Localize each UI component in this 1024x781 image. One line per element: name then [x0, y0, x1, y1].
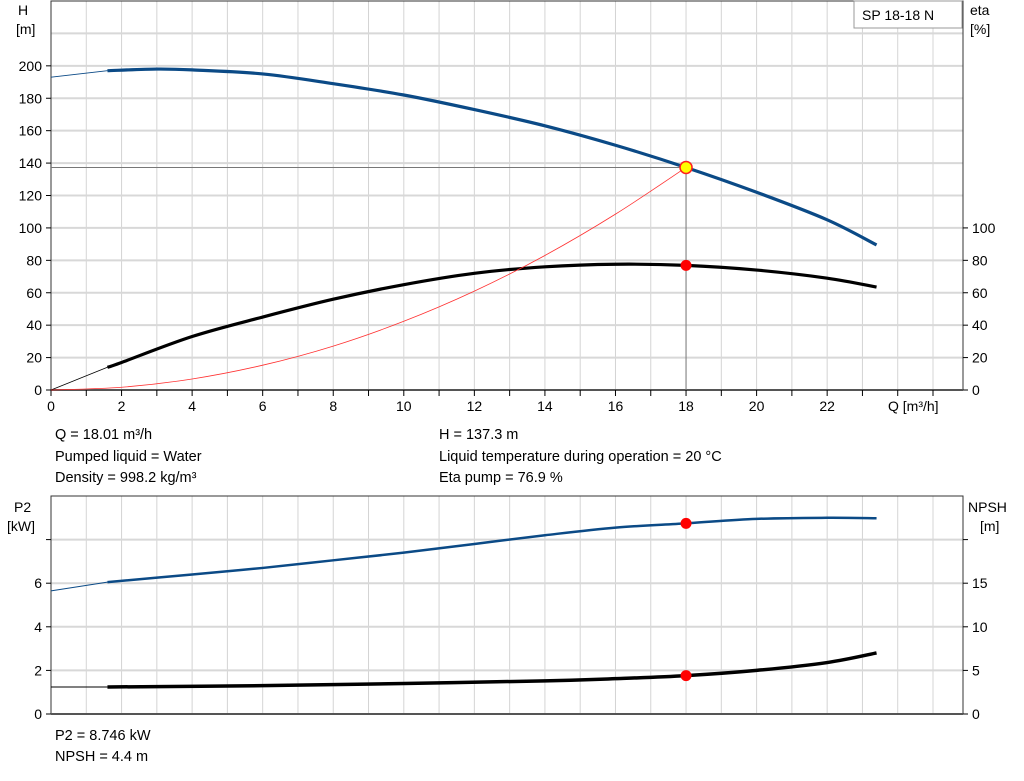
y-right-tick-label: 80 — [972, 252, 988, 268]
y-right-tick-label: 0 — [972, 706, 980, 722]
x-tick-label: 12 — [467, 398, 483, 414]
info-p2: P2 = 8.746 kW — [55, 728, 151, 744]
x-tick-label: 4 — [188, 398, 196, 414]
y-left-label-bottom-2: [kW] — [7, 518, 35, 534]
y-right-tick-label: 10 — [972, 619, 988, 635]
x-tick-label: 0 — [47, 398, 55, 414]
y-right-label-top-1: eta — [970, 2, 990, 18]
y-left-tick-label: 0 — [34, 706, 42, 722]
top-chart: 0 20 40 60 80 100 120 140 160 180 200 0 20 40 60 80 100 0… — [19, 0, 996, 414]
x-tick-label: 14 — [537, 398, 553, 414]
y-right-label-top-2: [%] — [970, 21, 990, 37]
y-right-tick-label: 0 — [972, 382, 980, 398]
x-tick-label: 16 — [608, 398, 624, 414]
x-axis-label: Q [m³/h] — [888, 398, 939, 414]
y-right-tick-label: 15 — [972, 575, 988, 591]
y-right-tick-label: 40 — [972, 317, 988, 333]
operating-point-eta — [680, 259, 692, 271]
y-left-tick-label: 100 — [19, 220, 43, 236]
info-npsh: NPSH = 4.4 m — [55, 749, 148, 765]
curve-P2 — [107, 516, 877, 584]
info-density: Density = 998.2 kg/m³ — [55, 470, 197, 486]
x-tick-label: 6 — [259, 398, 267, 414]
y-left-tick-label: 160 — [19, 123, 43, 139]
y-right-label-bottom-1: NPSH — [968, 499, 1007, 515]
operating-point-p2 — [680, 517, 692, 529]
y-left-tick-label: 180 — [19, 90, 43, 106]
y-left-label-top-1: H — [18, 2, 28, 18]
y-left-tick-label: 80 — [26, 252, 42, 268]
y-left-tick-label: 2 — [34, 662, 42, 678]
bottom-chart: 0 2 4 6 0 5 10 15 — [34, 495, 988, 722]
operating-point-npsh — [680, 670, 692, 682]
curve-P2-extrapolated — [50, 581, 108, 592]
y-right-tick-label: 20 — [972, 350, 988, 366]
x-tick-label: 22 — [819, 398, 835, 414]
y-left-tick-label: 120 — [19, 188, 43, 204]
info-eta: Eta pump = 76.9 % — [439, 470, 563, 486]
y-left-tick-label: 40 — [26, 317, 42, 333]
y-right-tick-label: 5 — [972, 662, 980, 678]
curve-NPSH — [107, 651, 877, 689]
curve-system — [50, 167, 687, 391]
y-left-tick-label: 4 — [34, 619, 42, 635]
y-right-label-bottom-2: [m] — [980, 518, 999, 534]
y-left-label-bottom-1: P2 — [14, 499, 31, 515]
y-right-tick-label: 60 — [972, 285, 988, 301]
info-q: Q = 18.01 m³/h — [55, 427, 152, 443]
y-left-tick-label: 60 — [26, 285, 42, 301]
curve-H-extrapolated — [50, 70, 108, 78]
y-right-tick-label: 100 — [972, 220, 996, 236]
y-left-label-top-2: [m] — [16, 21, 35, 37]
pump-label-box — [853, 0, 963, 29]
x-tick-label: 8 — [329, 398, 337, 414]
curve-eta-extrapolated — [50, 366, 108, 391]
y-left-tick-label: 0 — [34, 382, 42, 398]
y-left-tick-label: 6 — [34, 575, 42, 591]
curve-eta — [106, 262, 877, 369]
x-tick-label: 20 — [749, 398, 765, 414]
curve-H — [107, 67, 878, 247]
operating-point-h — [679, 160, 693, 175]
pump-label: SP 18-18 N — [862, 7, 934, 23]
y-left-tick-label: 20 — [26, 350, 42, 366]
x-tick-label: 10 — [396, 398, 412, 414]
x-tick-label: 18 — [678, 398, 694, 414]
y-left-tick-label: 200 — [19, 58, 43, 74]
x-tick-label: 2 — [118, 398, 126, 414]
info-liquid: Pumped liquid = Water — [55, 449, 202, 465]
info-h: H = 137.3 m — [439, 427, 518, 443]
y-left-tick-label: 140 — [19, 155, 43, 171]
info-temp: Liquid temperature during operation = 20… — [439, 449, 722, 465]
